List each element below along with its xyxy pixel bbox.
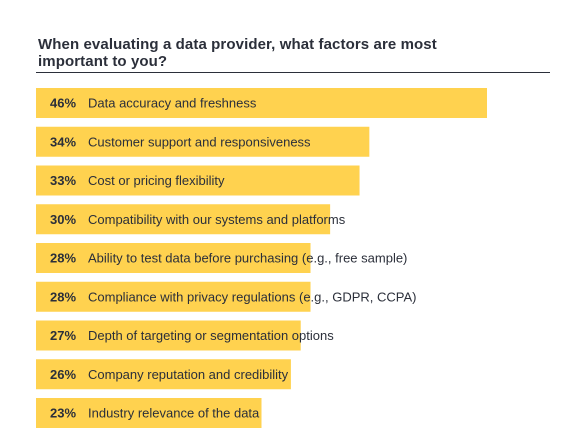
bar (36, 320, 301, 351)
bar-category-label: Industry relevance of the data (88, 406, 260, 421)
bar-value-label: 23% (50, 406, 76, 421)
bar-category-label: Compliance with privacy regulations (e.g… (88, 289, 417, 304)
bar-value-label: 26% (50, 367, 76, 382)
bar-category-label: Cost or pricing flexibility (88, 173, 225, 188)
bar-category-label: Ability to test data before purchasing (… (88, 251, 407, 266)
bar (36, 398, 262, 428)
bar (36, 281, 311, 312)
bar-value-label: 28% (50, 251, 76, 266)
bar-category-label: Data accuracy and freshness (88, 96, 257, 111)
bar (36, 88, 487, 118)
bar-value-label: 33% (50, 173, 76, 188)
bar (36, 204, 331, 235)
bar-value-label: 30% (50, 212, 76, 227)
bar (36, 165, 360, 196)
chart-title: When evaluating a data provider, what fa… (38, 36, 437, 70)
bar-value-label: 34% (50, 134, 76, 149)
bar-category-label: Compatibility with our systems and platf… (88, 212, 346, 227)
bar (36, 359, 291, 390)
bar-category-label: Depth of targeting or segmentation optio… (88, 328, 334, 343)
bar-value-label: 46% (50, 96, 76, 111)
bar-value-label: 27% (50, 328, 76, 343)
bar (36, 243, 311, 273)
bar-category-label: Customer support and responsiveness (88, 134, 311, 149)
bar-value-label: 28% (50, 289, 76, 304)
title-divider (36, 72, 550, 73)
bar-category-label: Company reputation and credibility (88, 367, 289, 382)
bar (36, 126, 370, 157)
